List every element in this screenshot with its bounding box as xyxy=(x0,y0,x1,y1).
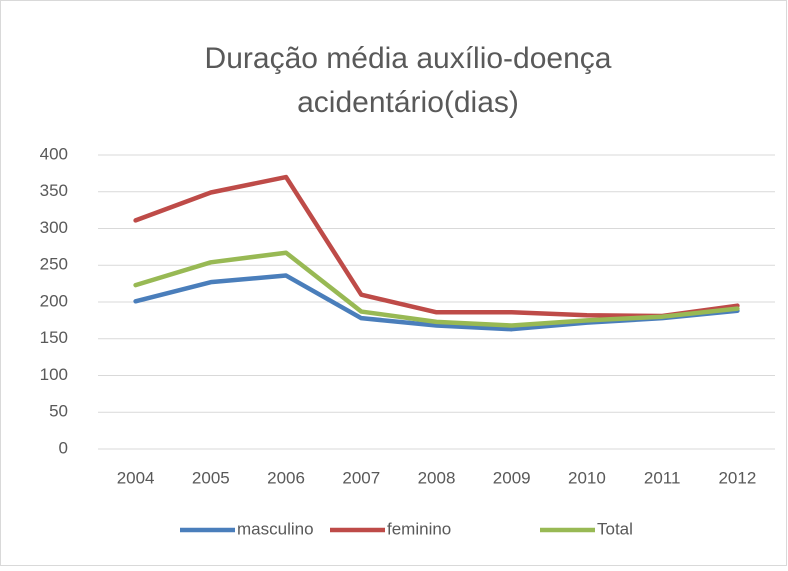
x-tick-label: 2006 xyxy=(267,468,305,487)
y-tick-label: 300 xyxy=(40,218,68,237)
x-tick-label: 2010 xyxy=(568,468,606,487)
chart-title: Duração média auxílio-doença xyxy=(205,42,612,75)
y-tick-label: 50 xyxy=(49,402,68,421)
x-tick-label: 2011 xyxy=(644,468,681,487)
y-tick-label: 350 xyxy=(40,181,68,200)
y-tick-label: 250 xyxy=(40,255,68,274)
x-tick-label: 2008 xyxy=(418,468,456,487)
x-tick-label: 2007 xyxy=(342,468,380,487)
chart-title: acidentário(dias) xyxy=(297,86,519,119)
y-tick-label: 150 xyxy=(40,328,68,347)
x-tick-label: 2012 xyxy=(718,468,756,487)
y-tick-label: 100 xyxy=(40,365,68,384)
series-line xyxy=(133,250,740,328)
legend-label: masculino xyxy=(237,519,314,538)
legend-label: feminino xyxy=(387,519,451,538)
x-tick-label: 2005 xyxy=(192,468,230,487)
x-tick-label: 2004 xyxy=(117,468,155,487)
x-tick-label: 2009 xyxy=(493,468,531,487)
y-tick-label: 200 xyxy=(40,291,68,310)
legend-label: Total xyxy=(597,519,633,538)
y-tick-label: 400 xyxy=(40,144,68,163)
y-tick-label: 0 xyxy=(59,438,68,457)
